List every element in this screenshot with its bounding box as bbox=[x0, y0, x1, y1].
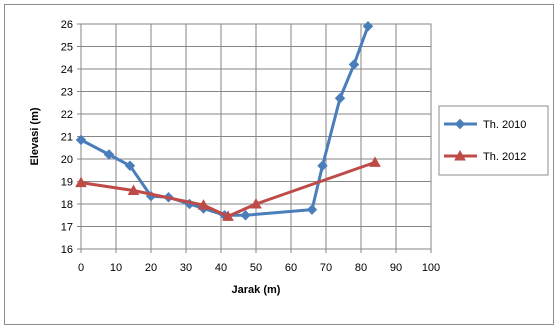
x-tick-label: 80 bbox=[355, 262, 367, 274]
x-tick-label: 70 bbox=[320, 262, 332, 274]
data-point bbox=[127, 184, 140, 195]
x-tick-label: 50 bbox=[250, 262, 262, 274]
legend-marker bbox=[454, 118, 466, 130]
data-point bbox=[240, 210, 251, 221]
series-layer bbox=[75, 21, 381, 221]
x-tick-label: 10 bbox=[110, 262, 122, 274]
y-axis-ticks: 16 17 18 19 20 21 22 23 24 25 26 bbox=[61, 19, 81, 256]
y-tick-label: 17 bbox=[61, 222, 73, 234]
data-point bbox=[124, 160, 136, 171]
data-point bbox=[222, 210, 234, 221]
y-tick-label: 22 bbox=[61, 109, 73, 121]
x-tick-label: 20 bbox=[145, 262, 157, 274]
data-point bbox=[362, 21, 374, 32]
data-point bbox=[250, 197, 262, 209]
series-1 bbox=[75, 156, 381, 221]
data-point bbox=[103, 149, 115, 160]
y-tick-label: 25 bbox=[61, 42, 73, 54]
data-point bbox=[369, 156, 381, 167]
legend-label: Th. 2012 bbox=[483, 151, 526, 163]
legend-item: Th. 2012 bbox=[444, 149, 526, 163]
x-tick-label: 90 bbox=[390, 262, 402, 274]
data-point bbox=[348, 59, 360, 70]
data-point bbox=[306, 204, 318, 215]
legend-marker bbox=[454, 149, 466, 161]
legend-items: Th. 2010 Th. 2012 bbox=[444, 118, 526, 163]
series-line bbox=[80, 25, 370, 217]
x-tick-label: 100 bbox=[422, 262, 440, 274]
x-axis-ticks: 0 10 20 30 40 50 60 70 80 90 100 bbox=[78, 249, 440, 274]
y-tick-label: 18 bbox=[61, 199, 73, 211]
y-axis-label: Elevasi (m) bbox=[29, 107, 41, 165]
y-tick-label: 16 bbox=[61, 244, 73, 256]
data-point bbox=[75, 176, 87, 188]
x-tick-label: 60 bbox=[285, 262, 297, 274]
x-tick-label: 30 bbox=[180, 262, 192, 274]
x-tick-label: 0 bbox=[78, 262, 84, 274]
y-tick-label: 23 bbox=[61, 87, 73, 99]
data-point bbox=[317, 160, 328, 171]
y-tick-label: 19 bbox=[61, 177, 73, 189]
y-tick-label: 24 bbox=[61, 64, 73, 76]
x-tick-label: 40 bbox=[215, 262, 227, 274]
data-point bbox=[334, 93, 346, 104]
series-line bbox=[80, 160, 376, 218]
legend bbox=[438, 105, 549, 176]
y-tick-label: 21 bbox=[61, 132, 73, 144]
legend-item: Th. 2010 bbox=[444, 118, 526, 131]
x-axis-label: Jarak (m) bbox=[232, 284, 281, 296]
legend-label: Th. 2010 bbox=[483, 119, 526, 131]
data-point bbox=[75, 134, 87, 146]
y-tick-label: 20 bbox=[61, 154, 73, 166]
data-point bbox=[197, 199, 210, 210]
y-tick-label: 26 bbox=[61, 19, 73, 31]
